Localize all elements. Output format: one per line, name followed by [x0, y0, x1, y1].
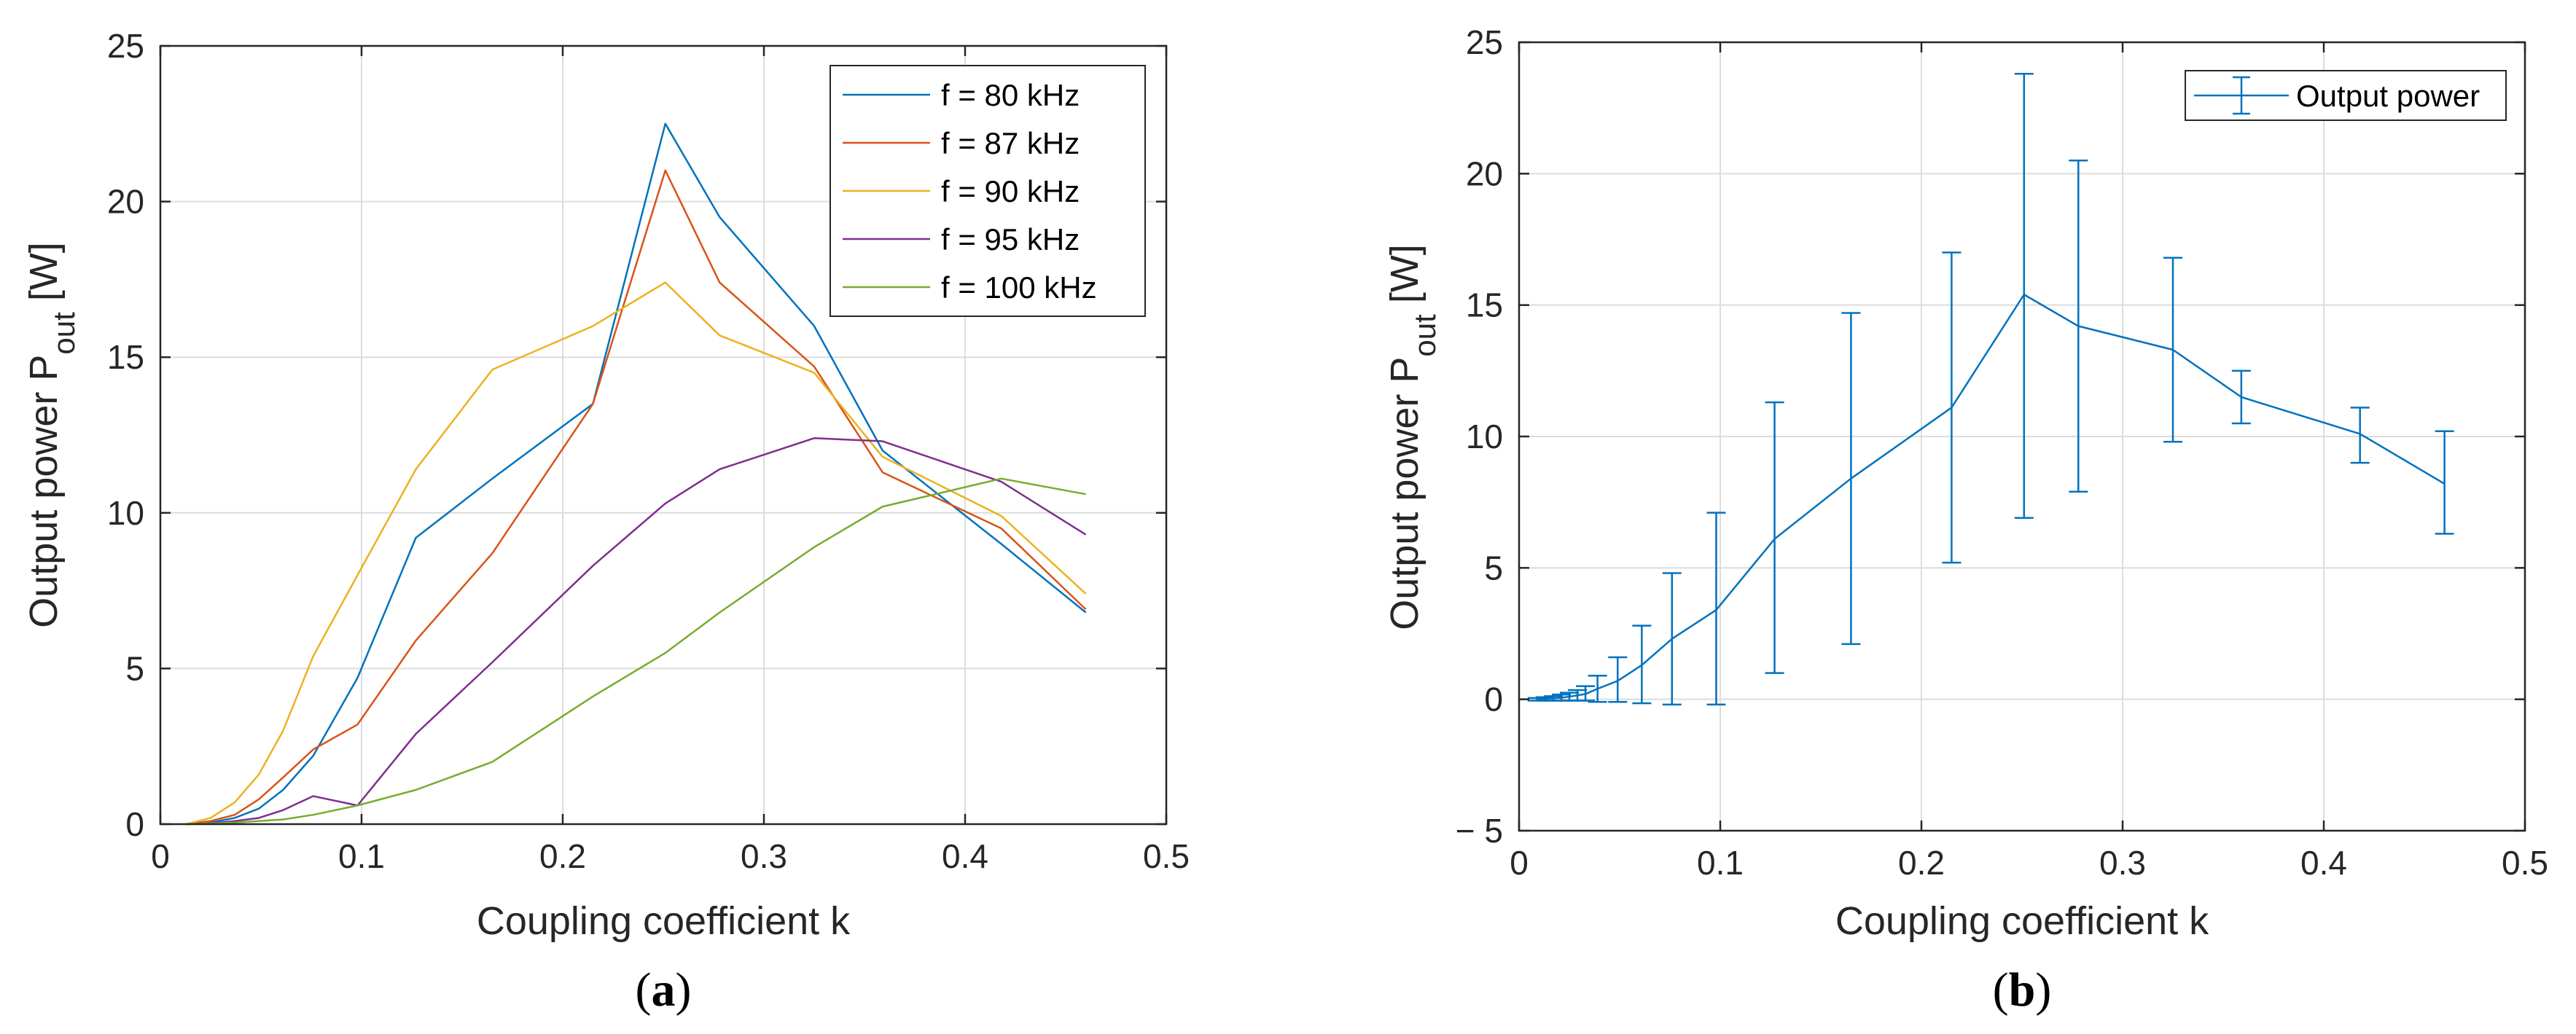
panel-a-chart: 0 0.1 0.2 0.3 0.4 0.5 0 5 10 15 20 25 Coupling coef…	[22, 27, 1190, 1017]
panel-a-xlabel: Coupling coefficient k	[477, 899, 851, 943]
x-tick-label: 0.3	[2099, 844, 2146, 882]
y-tick-label: 15	[1466, 286, 1503, 324]
y-tick-label: 15	[107, 338, 144, 376]
x-tick-label: 0	[1510, 844, 1529, 882]
legend-label-1: f = 87 kHz	[941, 126, 1080, 160]
y-tick-label: 0	[125, 805, 144, 843]
y-tick-label: 10	[107, 494, 144, 532]
x-tick-label: 0.4	[2300, 844, 2347, 882]
panel-a-caption: (a)	[636, 963, 692, 1017]
x-tick-label: 0	[151, 837, 170, 875]
legend-label-0: f = 80 kHz	[941, 78, 1080, 112]
x-tick-label: 0.5	[1143, 837, 1190, 875]
x-tick-label: 0.2	[539, 837, 586, 875]
y-tick-label: 25	[1466, 23, 1503, 61]
panel-b-legend: Output power	[2185, 70, 2507, 121]
legend-label-4: f = 100 kHz	[941, 270, 1097, 305]
panel-b-series-lines	[1527, 73, 2454, 706]
panel-a-series-lines	[186, 122, 1087, 826]
y-tick-label: 25	[107, 27, 144, 65]
x-tick-label: 0.5	[2502, 844, 2548, 882]
y-tick-label: 5	[1484, 549, 1503, 587]
series-line-2	[186, 281, 1087, 826]
legend-label-2: f = 90 kHz	[941, 174, 1080, 208]
y-tick-label: 10	[1466, 418, 1503, 455]
x-tick-label: 0.1	[1697, 844, 1744, 882]
panel-a-ylabel: Output power Pout [W]	[22, 242, 81, 628]
legend-label-3: f = 95 kHz	[941, 222, 1080, 256]
x-tick-label: 0.1	[338, 837, 385, 875]
panel-a-axes-box	[159, 44, 1168, 826]
series-line-3	[186, 437, 1087, 826]
series-line-1	[186, 169, 1087, 826]
x-tick-label: 0.3	[741, 837, 787, 875]
panel-b-caption: (b)	[1993, 963, 2052, 1017]
y-tick-label: 20	[1466, 154, 1503, 192]
y-tick-label: 20	[107, 183, 144, 221]
panel-a-ticks: 0 0.1 0.2 0.3 0.4 0.5 0 5 10 15 20 25	[107, 27, 1190, 875]
series-line-0	[186, 122, 1087, 826]
x-tick-label: 0.4	[942, 837, 988, 875]
y-tick-label: 0	[1484, 681, 1503, 718]
series-line-4	[186, 477, 1086, 826]
legend-label-0: Output power	[2296, 79, 2480, 113]
y-tick-label: 5	[125, 649, 144, 687]
panel-b-xlabel: Coupling coefficient k	[1835, 899, 2209, 943]
panel-b-ylabel: Output power Pout [W]	[1383, 244, 1442, 630]
panel-a-legend: f = 80 kHz f = 87 kHz f = 90 kHz f = 95 kHz…	[830, 65, 1146, 317]
x-tick-label: 0.2	[1898, 844, 1945, 882]
y-tick-label: − 5	[1456, 812, 1503, 850]
